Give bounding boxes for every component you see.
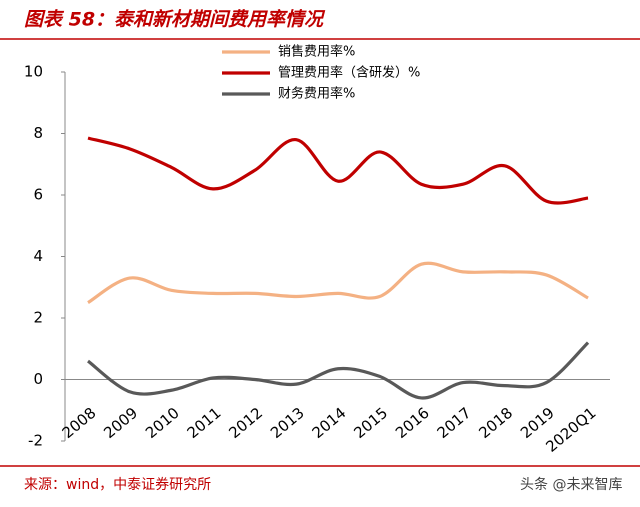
x-tick-label: 2012 [225,404,266,442]
y-tick-label: 2 [33,309,43,327]
y-tick-label: 10 [24,63,43,81]
line [87,341,590,400]
watermark: 头条 @未来智库 [520,476,622,493]
x-tick-label: 2013 [267,404,308,442]
x-tick-label: 2015 [350,404,391,442]
chart-title: 图表 58：泰和新材期间费用率情况 [24,9,326,31]
line [87,261,589,305]
source: 来源：wind，中泰证券研究所 [24,477,211,493]
legend-label: 销售费用率% [278,44,355,60]
x-tick-label: 2014 [309,404,350,442]
y-tick-label: 6 [33,186,43,204]
line [87,136,589,205]
y-tick-label: -2 [28,432,43,450]
y-tick-label: 4 [33,247,43,265]
legend-label: 管理费用率（含研发）% [278,65,420,81]
x-tick-label: 2018 [475,404,516,442]
x-tick-label: 2010 [142,404,183,442]
x-tick-label: 2009 [100,404,141,442]
legend-label: 财务费用率% [278,86,355,102]
y-tick-label: 8 [33,124,43,142]
x-tick-label: 2011 [184,404,225,442]
x-tick-label: 2017 [434,404,475,442]
x-tick-label: 2016 [392,404,433,442]
y-tick-label: 0 [33,370,43,388]
